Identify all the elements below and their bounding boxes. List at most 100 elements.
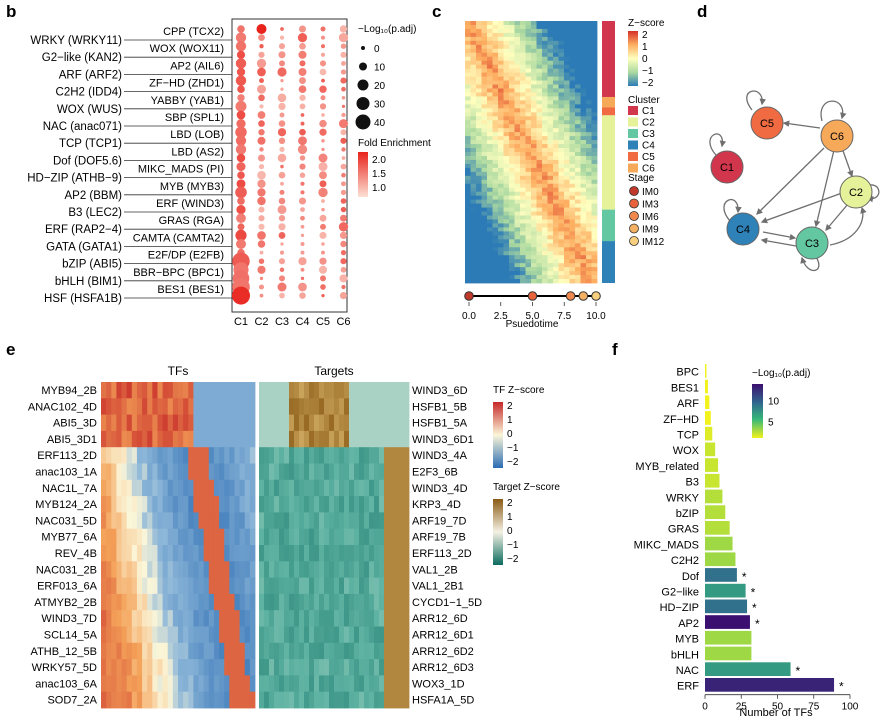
heatmap-cell [580, 56, 587, 62]
tf-heatmap-cell [162, 561, 169, 578]
tf-heatmap-cell [208, 545, 215, 562]
tf-heatmap-cell [183, 479, 189, 497]
target-heatmap-cell [384, 659, 390, 676]
heatmap-cell [553, 68, 559, 74]
dotplot-dot [340, 214, 347, 222]
target-row-label: HSFB1_5B [412, 401, 467, 413]
dotplot-dot [259, 147, 264, 152]
tf-heatmap-cell [162, 447, 169, 464]
heatmap-cell [503, 231, 510, 236]
heatmap-cell [514, 128, 521, 133]
heatmap-cell [487, 104, 493, 109]
tf-heatmap-cell [101, 512, 107, 530]
heatmap-cell [580, 231, 587, 236]
heatmap-cell [481, 215, 488, 220]
tf-heatmap-cell [213, 447, 220, 464]
heatmap-cell [536, 36, 543, 42]
target-heatmap-cell [329, 626, 335, 644]
heatmap-cell [476, 207, 482, 212]
heatmap-cell [503, 80, 510, 85]
tf-heatmap-cell [219, 430, 225, 448]
heatmap-cell [481, 279, 488, 284]
target-heatmap-cell [304, 691, 310, 709]
tf-heatmap-cell [106, 479, 112, 497]
dotplot-dot [257, 179, 266, 188]
tf-heatmap-cell [183, 398, 189, 415]
target-heatmap-cell [354, 414, 360, 432]
heatmap-cell [591, 187, 598, 193]
target-heatmap-cell [259, 593, 265, 611]
target-heatmap-cell [319, 561, 325, 578]
cluster-bar [602, 21, 615, 283]
target-heatmap-cell [354, 512, 360, 530]
edge-c4-self [723, 199, 742, 222]
panel-e-tf-target-heatmap: TFs Targets MYB94_2BANAC102_4DABI5_3DABI… [28, 364, 560, 709]
heatmap-cell [580, 255, 587, 260]
heatmap-cell [509, 120, 515, 125]
tf-row-label: WIND3_7D [41, 613, 97, 625]
tf-heatmap-cell [213, 496, 220, 513]
target-heatmap-cell [289, 561, 295, 578]
tf-heatmap-cell [234, 561, 240, 578]
dotplot-x-label: C1 [234, 316, 248, 328]
heatmap-cell [487, 68, 493, 74]
heatmap-cell [525, 28, 532, 34]
tf-heatmap-cell [152, 626, 158, 644]
heatmap-cell [470, 191, 477, 197]
heatmap-cell [465, 104, 471, 109]
dotplot-left-label: HSF (HSFA1B) [44, 293, 122, 305]
heatmap-cell [503, 219, 510, 224]
target-heatmap-cell [294, 382, 300, 399]
heatmap-cell [564, 104, 570, 109]
dotplot-dot [299, 172, 306, 178]
tf-heatmap-cell [208, 610, 215, 627]
tf-heatmap-cell [111, 577, 117, 595]
target-heatmap-cell [284, 430, 290, 448]
heatmap-cell [569, 231, 576, 236]
heatmap-cell [586, 152, 592, 157]
target-heatmap-cell [349, 561, 355, 578]
heatmap-cell [542, 144, 548, 149]
heatmap-cell [586, 163, 592, 169]
heatmap-cell [470, 44, 477, 50]
heatmap-cell [503, 195, 510, 201]
heatmap-cell [586, 96, 592, 101]
tf-heatmap-cell [198, 577, 205, 595]
heatmap-cell [575, 215, 581, 220]
heatmap-cell [547, 207, 554, 212]
tf-heatmap-cell [131, 479, 138, 497]
bar-category-labels: BPCBES1ARFZF−HDTCPWOXMYB_relatedB3WRKYbZ… [634, 367, 700, 693]
target-heatmap-cell [309, 593, 315, 611]
significance-markers: ****** [742, 570, 844, 694]
dotplot-dot [277, 128, 287, 137]
target-heatmap-cell [319, 463, 325, 481]
tf-heatmap-cell [172, 447, 179, 464]
dotplot-dot [259, 276, 264, 281]
heatmap-cell [476, 199, 482, 205]
tf-heatmap-cell [116, 430, 122, 448]
heatmap-cell [536, 263, 543, 268]
target-heatmap-cell [259, 675, 265, 693]
heatmap-cell [487, 21, 493, 26]
target-row-label: ARR12_6D3 [412, 662, 474, 674]
tf-heatmap-cell [198, 561, 205, 578]
heatmap-cell [492, 32, 499, 38]
heatmap-cell [531, 112, 537, 117]
heatmap-cell [569, 28, 576, 34]
tf-heatmap-cell [126, 463, 133, 481]
target-heatmap-cell [304, 545, 310, 562]
target-heatmap-cell [274, 561, 280, 578]
heatmap-cell [591, 140, 598, 145]
heatmap-cell [492, 148, 499, 153]
tf-heatmap-cell [172, 479, 179, 497]
heatmap-cell [465, 84, 471, 89]
heatmap-cell [542, 148, 548, 153]
tf-heatmap-cell [219, 512, 225, 530]
stage-legend-marker [629, 223, 639, 234]
dotplot-dot [319, 180, 327, 188]
heatmap-cell [476, 56, 482, 62]
target-heatmap-cell [294, 691, 300, 709]
tf-heatmap-cell [183, 626, 189, 644]
heatmap-cell [553, 52, 559, 58]
